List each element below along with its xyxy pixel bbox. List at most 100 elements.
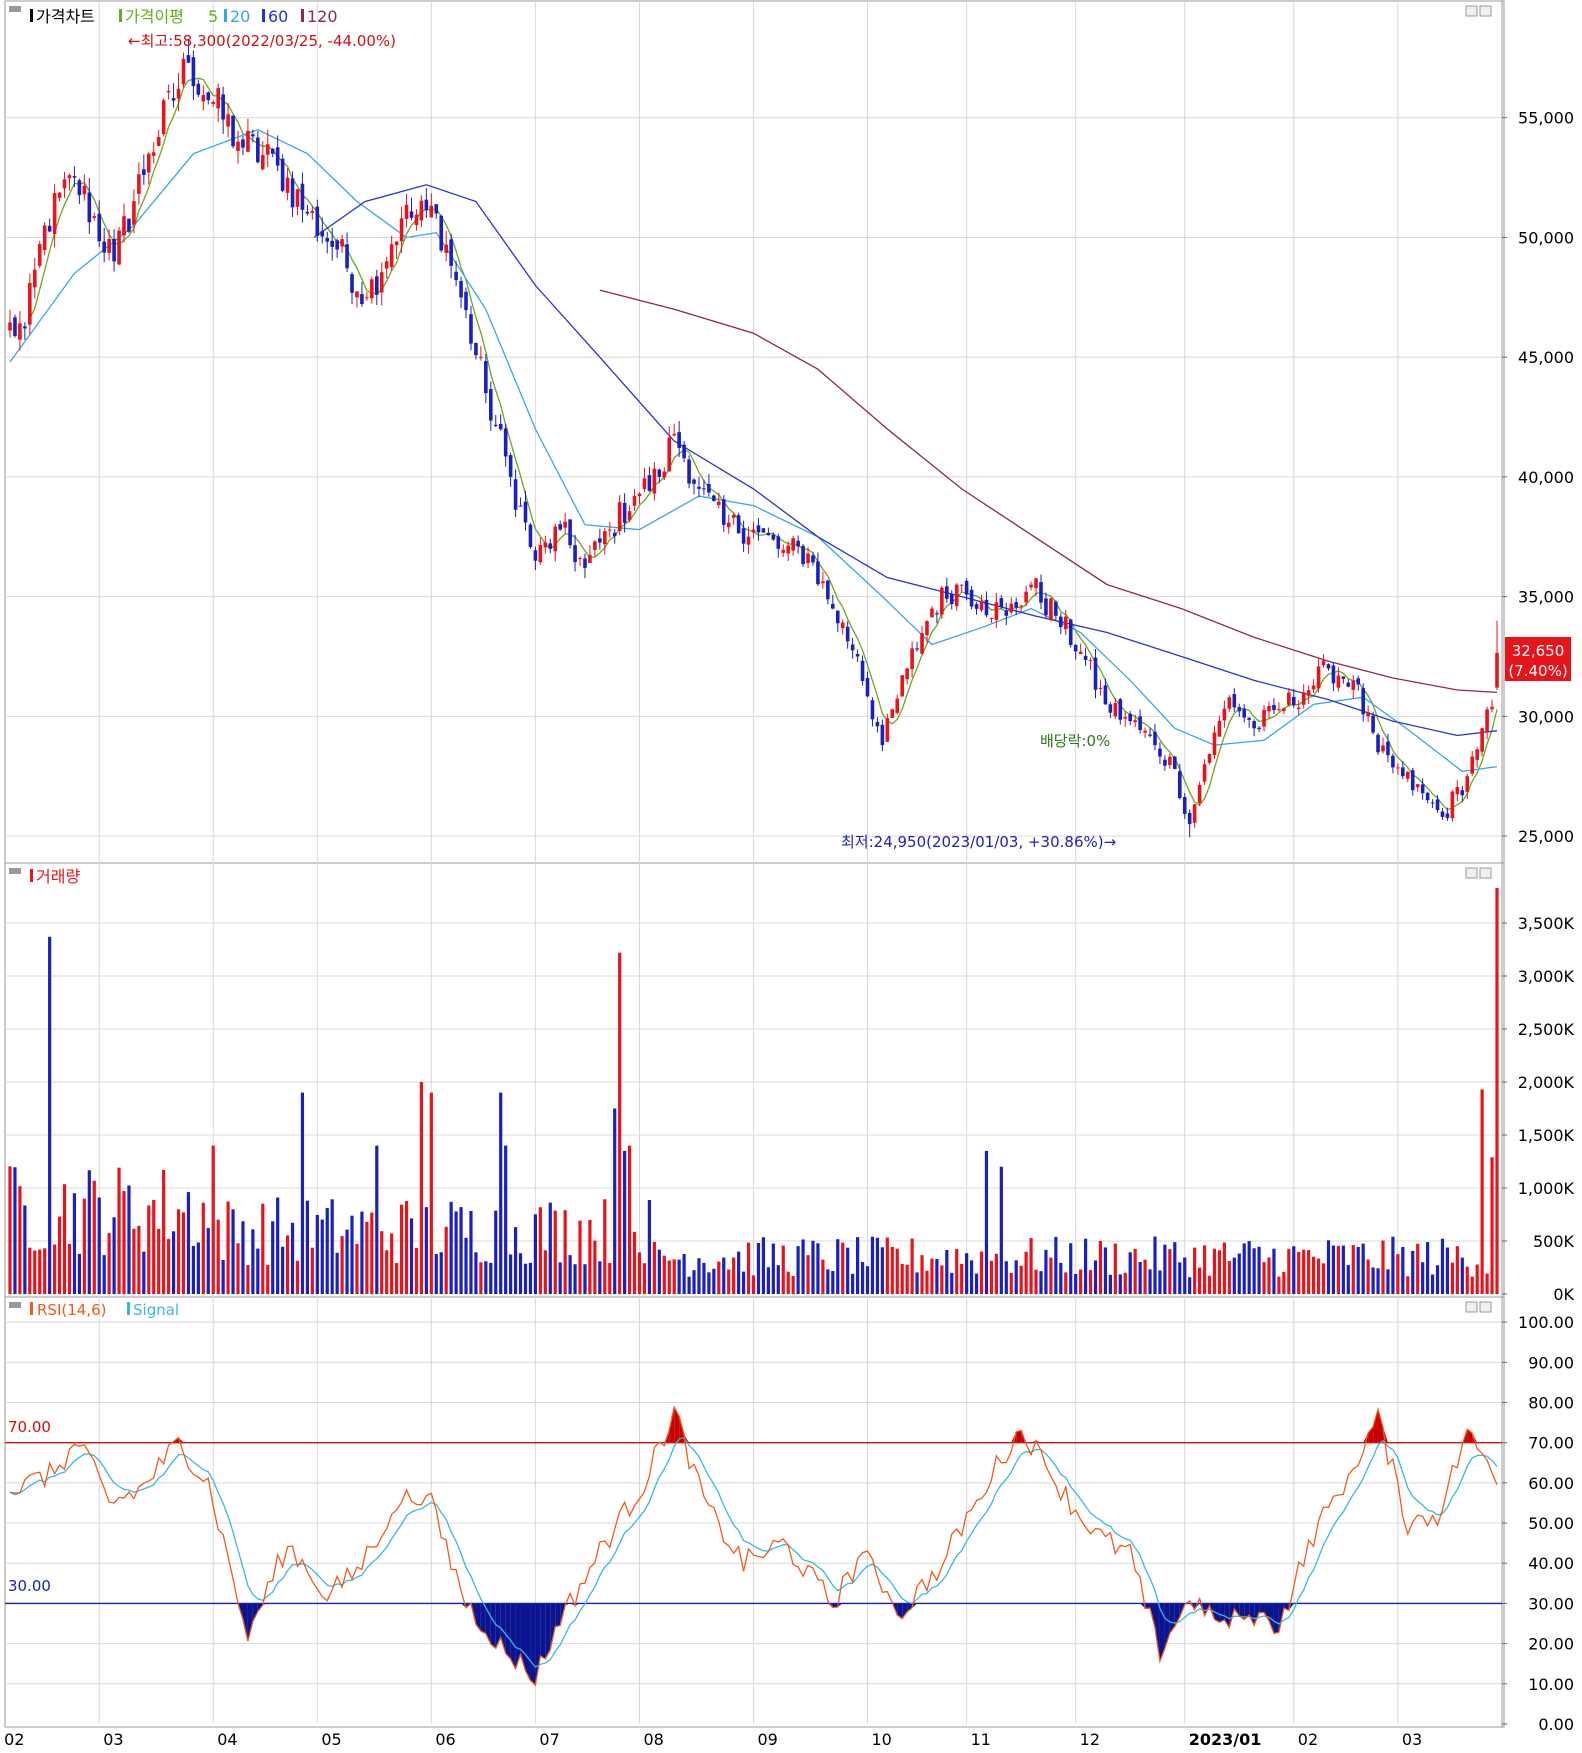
price-panel-controls[interactable] [1465, 5, 1492, 17]
candle-body [449, 239, 453, 266]
candle-body [736, 515, 741, 534]
candle-body [598, 538, 602, 543]
volume-bar [489, 1262, 493, 1294]
close-icon[interactable] [1479, 867, 1492, 879]
volume-panel-controls[interactable] [1465, 867, 1492, 879]
candle-body [905, 668, 909, 680]
volume-bar [558, 1262, 562, 1294]
volume-bar [1376, 1268, 1380, 1294]
rsi-panel-controls[interactable] [1465, 1301, 1492, 1313]
candle-body [865, 677, 870, 697]
volume-bar [395, 1263, 399, 1294]
volume-bar [1103, 1247, 1108, 1294]
volume-bar [1257, 1246, 1261, 1294]
candle-body [1063, 616, 1068, 630]
candle-body [1177, 771, 1182, 799]
volume-bar [504, 1145, 508, 1294]
volume-bar [424, 1207, 428, 1294]
volume-bar [1312, 1256, 1316, 1294]
volume-bar [1014, 1260, 1018, 1294]
candle-body [305, 211, 310, 214]
x-tick-label: 05 [321, 1730, 341, 1749]
volume-bar [900, 1264, 904, 1294]
volume-bar [102, 1255, 106, 1294]
minimize-icon[interactable] [1465, 867, 1478, 879]
candle-body [97, 213, 102, 242]
candle-body [191, 57, 196, 87]
oversold-area [1154, 1603, 1160, 1662]
candle-body [330, 240, 334, 247]
rsi-line [9, 1405, 1498, 1687]
volume-bar [196, 1242, 200, 1294]
volume-bar [1232, 1257, 1236, 1294]
volume-bar [796, 1246, 800, 1294]
panel-menu-icon[interactable] [9, 6, 21, 12]
close-icon[interactable] [1479, 1301, 1492, 1313]
volume-bar [1450, 1262, 1454, 1294]
oversold-area [247, 1603, 253, 1642]
candle-body [350, 274, 354, 293]
candle-body [107, 239, 111, 253]
volume-bar [533, 1214, 538, 1294]
volume-bar [766, 1267, 770, 1294]
volume-bar [910, 1238, 914, 1294]
volume-bar [538, 1207, 542, 1294]
candle-body [484, 361, 488, 394]
volume-bar [806, 1255, 810, 1294]
volume-bar [1426, 1242, 1430, 1294]
candle-body [320, 231, 325, 237]
volume-bar [821, 1259, 825, 1294]
volume-bar [8, 1166, 12, 1294]
candle-body [558, 524, 562, 530]
volume-bar [295, 1260, 300, 1294]
oversold-area [540, 1603, 546, 1659]
minimize-icon[interactable] [1465, 1301, 1478, 1313]
candle-body [156, 136, 161, 146]
candle-body [32, 269, 37, 288]
panel-menu-icon[interactable] [9, 868, 21, 874]
candle-body [850, 644, 855, 651]
candle-body [687, 459, 691, 484]
candle-body [1470, 756, 1475, 774]
x-tick-label: 09 [758, 1730, 778, 1749]
candle-body [23, 326, 27, 329]
volume-bar [1193, 1247, 1197, 1294]
volume-bar [1331, 1245, 1336, 1294]
overbought-area [1016, 1430, 1022, 1443]
candle-body [295, 189, 300, 207]
volume-bar [290, 1222, 295, 1294]
candle-body [1217, 720, 1222, 737]
volume-bar [201, 1202, 205, 1294]
candle-body [28, 283, 32, 325]
oversold-area [1164, 1603, 1170, 1649]
candle-body [801, 545, 805, 565]
volume-bar [409, 1218, 414, 1294]
close-icon[interactable] [1479, 5, 1492, 17]
volume-bar [1128, 1252, 1132, 1294]
oversold-area [505, 1603, 511, 1659]
candle-body [1440, 811, 1445, 817]
candle-body [692, 479, 696, 484]
volume-bar [1118, 1274, 1122, 1294]
candle-body [77, 180, 82, 196]
candle-body [251, 134, 255, 137]
candle-body [280, 158, 285, 191]
candle-body [786, 545, 790, 554]
volume-bar [895, 1248, 899, 1294]
ma-label-marker [119, 9, 122, 22]
volume-bar [459, 1207, 463, 1294]
candle-body [821, 581, 825, 584]
volume-bar [1361, 1243, 1365, 1294]
candle-body [399, 218, 404, 242]
price-tick-label: 40,000 [1518, 468, 1574, 487]
volume-bar [513, 1227, 518, 1294]
panel-menu-icon[interactable] [9, 1302, 21, 1308]
volume-bar [1336, 1245, 1340, 1294]
candle-body [677, 432, 681, 448]
volume-bar [152, 1199, 156, 1294]
volume-bar [588, 1219, 592, 1294]
volume-bar [632, 1231, 637, 1294]
minimize-icon[interactable] [1465, 5, 1478, 17]
price-tick-label: 30,000 [1518, 707, 1574, 726]
